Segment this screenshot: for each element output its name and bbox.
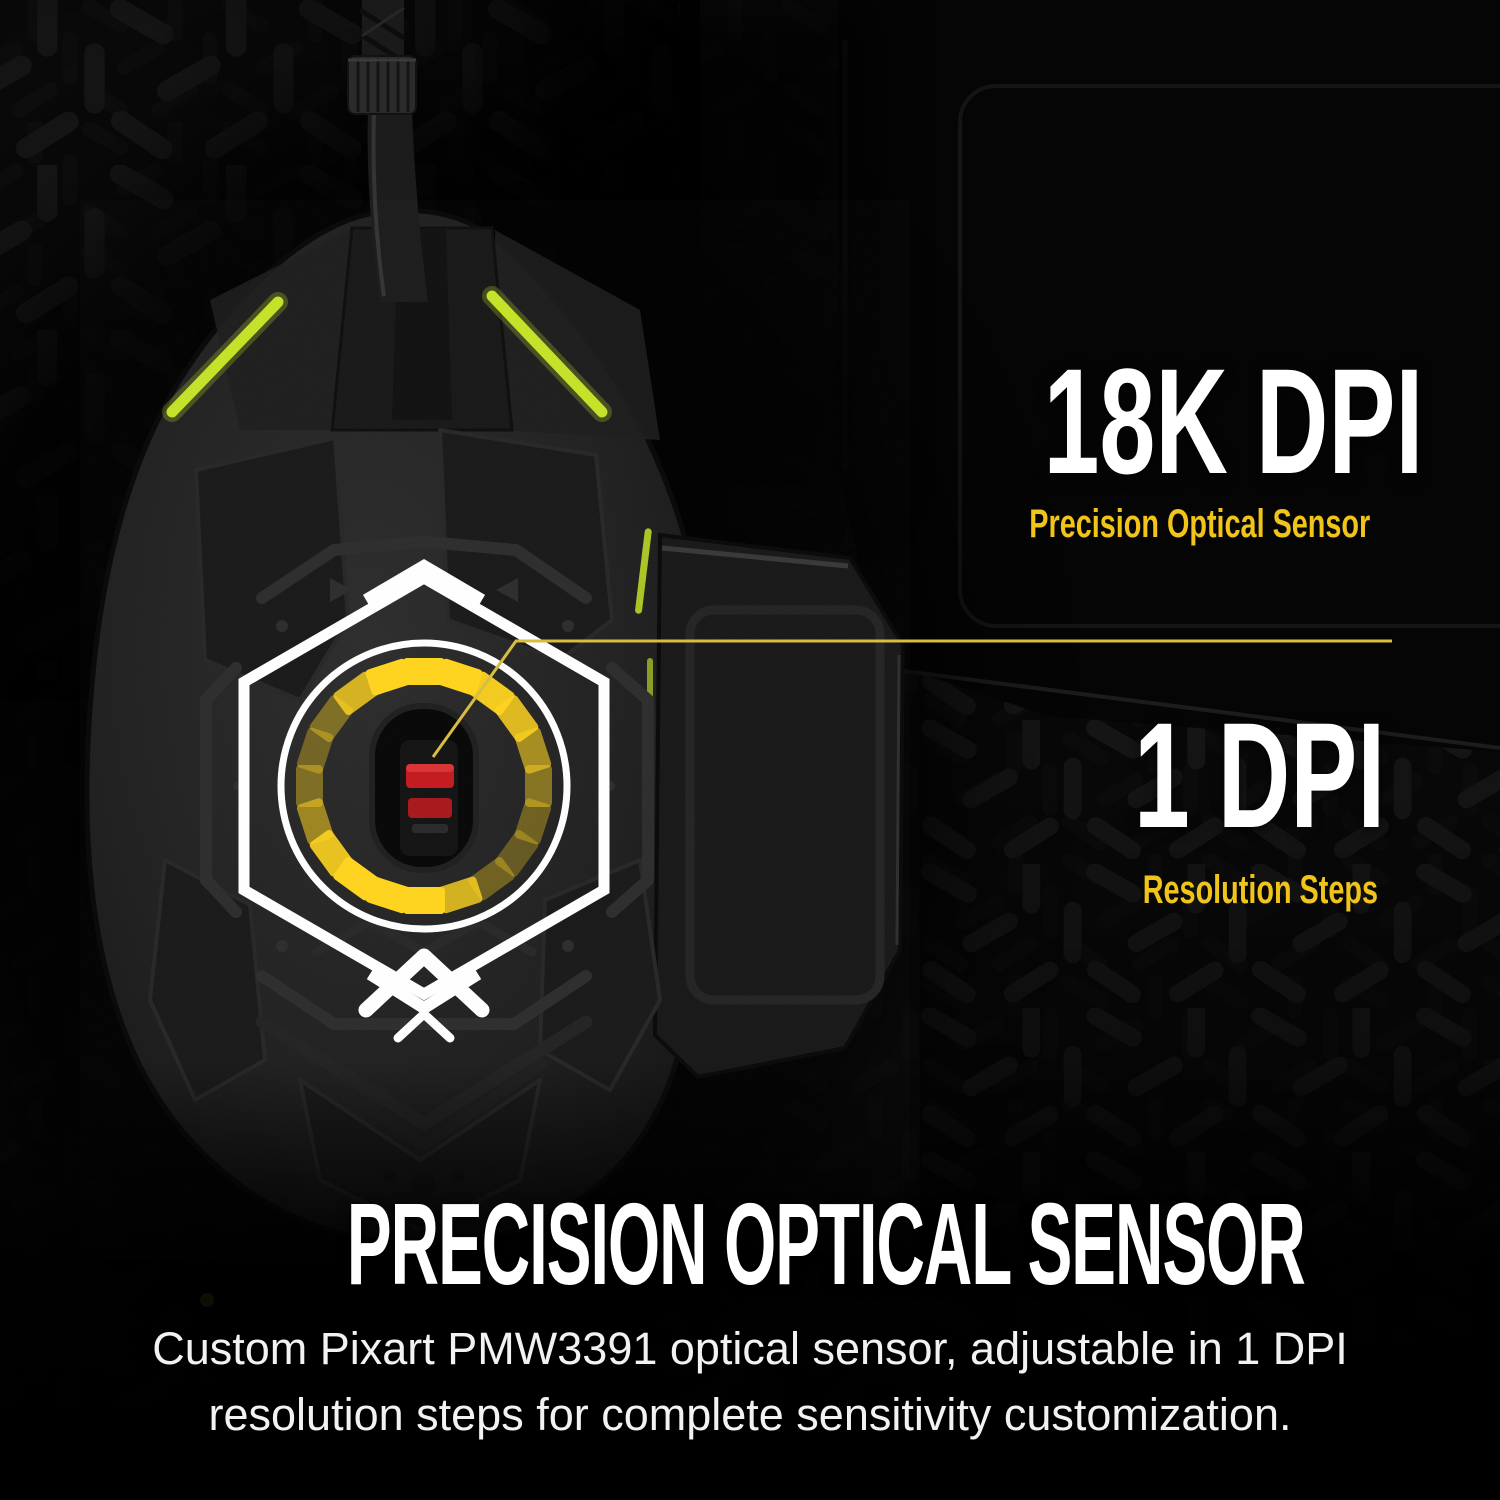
callout-line (431, 639, 1392, 758)
stat-primary-value: 18K DPI (1043, 337, 1424, 505)
stat-block-primary: 18K DPI Precision Optical Sensor (950, 337, 1450, 546)
stat-primary-label: Precision Optical Sensor (1029, 502, 1371, 546)
stat-block-secondary: 1 DPI Resolution Steps (1010, 691, 1500, 912)
feature-description-line2: resolution steps for complete sensitivit… (208, 1389, 1292, 1441)
cable-collar (347, 55, 417, 115)
bottom-fade (0, 1060, 1500, 1500)
feature-description: Custom Pixart PMW3391 optical sensor, ad… (0, 1316, 1500, 1448)
stat-secondary-value: 1 DPI (1134, 691, 1386, 859)
feature-headline: PRECISION OPTICAL SENSOR (346, 1179, 1306, 1309)
feature-description-line1: Custom Pixart PMW3391 optical sensor, ad… (152, 1323, 1348, 1374)
stat-secondary-label: Resolution Steps (1142, 868, 1378, 912)
